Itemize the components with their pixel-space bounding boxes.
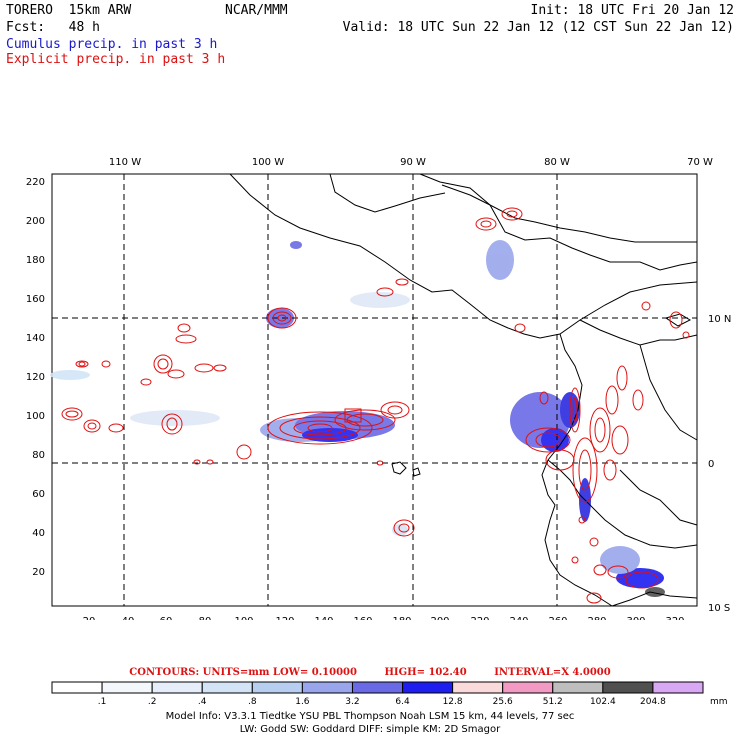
lon-label: 90 W bbox=[400, 157, 426, 168]
lon-label: 80 W bbox=[544, 157, 570, 168]
color-bar-box bbox=[602, 681, 654, 694]
init-time: Init: 18 UTC Fri 20 Jan 12 bbox=[530, 3, 735, 18]
lon-label: 110 W bbox=[109, 157, 141, 168]
forecast-hour: Fcst: 48 h bbox=[6, 20, 100, 35]
color-bar-label: .8 bbox=[248, 697, 257, 707]
color-bar-label: .1 bbox=[98, 697, 107, 707]
x-tick-label: 280 bbox=[587, 616, 606, 620]
color-bar-label: 6.4 bbox=[395, 697, 410, 707]
color-bar-label: 204.8 bbox=[640, 697, 666, 707]
color-bar-unit: mm bbox=[710, 697, 728, 707]
y-tick-label: 80 bbox=[32, 450, 45, 461]
color-bar-label: 1.6 bbox=[295, 697, 310, 707]
cumulus-legend: Cumulus precip. in past 3 h bbox=[6, 37, 218, 52]
x-tick-label: 80 bbox=[199, 616, 212, 620]
y-tick-label: 60 bbox=[32, 489, 45, 500]
color-bar-box bbox=[101, 681, 153, 694]
contour-interval: INTERVAL=X 4.0000 bbox=[494, 667, 611, 678]
color-bar-box bbox=[402, 681, 454, 694]
color-bar-boxes bbox=[51, 681, 704, 694]
x-tick-label: 240 bbox=[509, 616, 528, 620]
x-tick-label: 200 bbox=[430, 616, 449, 620]
lat-label: 10 N bbox=[708, 314, 731, 325]
y-tick-label: 220 bbox=[26, 177, 45, 188]
physics-info: LW: Godd SW: Goddard DIFF: simple KM: 2D… bbox=[239, 724, 501, 735]
color-bar-label: 51.2 bbox=[543, 697, 563, 707]
color-bar-label: .4 bbox=[198, 697, 207, 707]
y-tick-label: 20 bbox=[32, 567, 45, 578]
y-tick-label: 140 bbox=[26, 333, 45, 344]
lon-label: 100 W bbox=[252, 157, 284, 168]
y-tick-label: 40 bbox=[32, 528, 45, 539]
organization: NCAR/MMM bbox=[225, 3, 288, 18]
color-bar: .1.2.4.8 1.6 3.2 6.4 12.8 25.6 51.2 102.4 204.8 … bbox=[51, 681, 728, 707]
y-tick-label: 160 bbox=[26, 294, 45, 305]
x-tick-label: 300 bbox=[626, 616, 645, 620]
y-tick-label: 180 bbox=[26, 255, 45, 266]
color-bar-label: 25.6 bbox=[493, 697, 513, 707]
contour-units: CONTOURS: UNITS=mm LOW= 0.10000 bbox=[129, 667, 357, 678]
map-frame bbox=[51, 173, 698, 607]
color-bar-box bbox=[652, 681, 704, 694]
lat-label: 0 bbox=[708, 459, 714, 470]
explicit-precip-contours bbox=[61, 207, 690, 604]
color-bar-box bbox=[201, 681, 253, 694]
valid-time: Valid: 18 UTC Sun 22 Jan 12 (12 CST Sun … bbox=[342, 20, 734, 35]
x-tick-label: 120 bbox=[275, 616, 294, 620]
color-bar-box bbox=[502, 681, 554, 694]
model-name: TORERO 15km ARW bbox=[6, 3, 132, 18]
color-bar-labels: .1 .2 .4 .8 1.6 3.2 6.4 12.8 25.6 51.2 102.4 204.8 bbox=[98, 697, 666, 707]
x-tick-label: 220 bbox=[470, 616, 489, 620]
x-tick-label: 320 bbox=[665, 616, 684, 620]
explicit-legend: Explicit precip. in past 3 h bbox=[6, 52, 226, 67]
x-tick-label: 180 bbox=[392, 616, 411, 620]
x-tick-label: 260 bbox=[548, 616, 567, 620]
y-tick-label: 100 bbox=[26, 411, 45, 422]
color-bar-box bbox=[351, 681, 404, 694]
color-bar-label: 3.2 bbox=[345, 697, 359, 707]
color-bar-label: .2 bbox=[148, 697, 157, 707]
x-tick-label: 40 bbox=[122, 616, 135, 620]
color-bar-label: 102.4 bbox=[590, 697, 616, 707]
contour-info: CONTOURS: UNITS=mm LOW= 0.10000 HIGH= 10… bbox=[0, 667, 740, 678]
lat-label: 10 S bbox=[708, 603, 730, 614]
precipitation-map: 110 W 100 W 90 W 80 W 70 W 10 N 0 10 S bbox=[26, 157, 731, 620]
color-bar-box bbox=[552, 681, 604, 694]
x-tick-label: 20 bbox=[83, 616, 96, 620]
y-axis-ticks: 20 40 60 80 100 120 140 160 180 200 220 bbox=[26, 177, 45, 578]
x-axis-ticks: 20 40 60 80 100 120 140 160 180 200 220 … bbox=[83, 616, 685, 620]
color-bar-box bbox=[151, 681, 203, 694]
color-bar-box bbox=[452, 681, 504, 694]
y-tick-label: 200 bbox=[26, 216, 45, 227]
color-bar-label: 12.8 bbox=[443, 697, 463, 707]
contour-high: HIGH= 102.40 bbox=[384, 667, 467, 678]
model-info: Model Info: V3.3.1 Tiedtke YSU PBL Thomp… bbox=[165, 711, 575, 722]
color-bar-box bbox=[251, 681, 303, 694]
coastlines bbox=[229, 173, 698, 607]
lon-label: 70 W bbox=[687, 157, 713, 168]
x-tick-label: 160 bbox=[353, 616, 372, 620]
lat-lon-grid bbox=[52, 174, 697, 606]
x-tick-label: 140 bbox=[314, 616, 333, 620]
x-tick-label: 60 bbox=[160, 616, 173, 620]
y-tick-label: 120 bbox=[26, 372, 45, 383]
color-bar-box bbox=[301, 681, 353, 694]
x-tick-label: 100 bbox=[234, 616, 253, 620]
color-bar-box bbox=[51, 681, 103, 694]
